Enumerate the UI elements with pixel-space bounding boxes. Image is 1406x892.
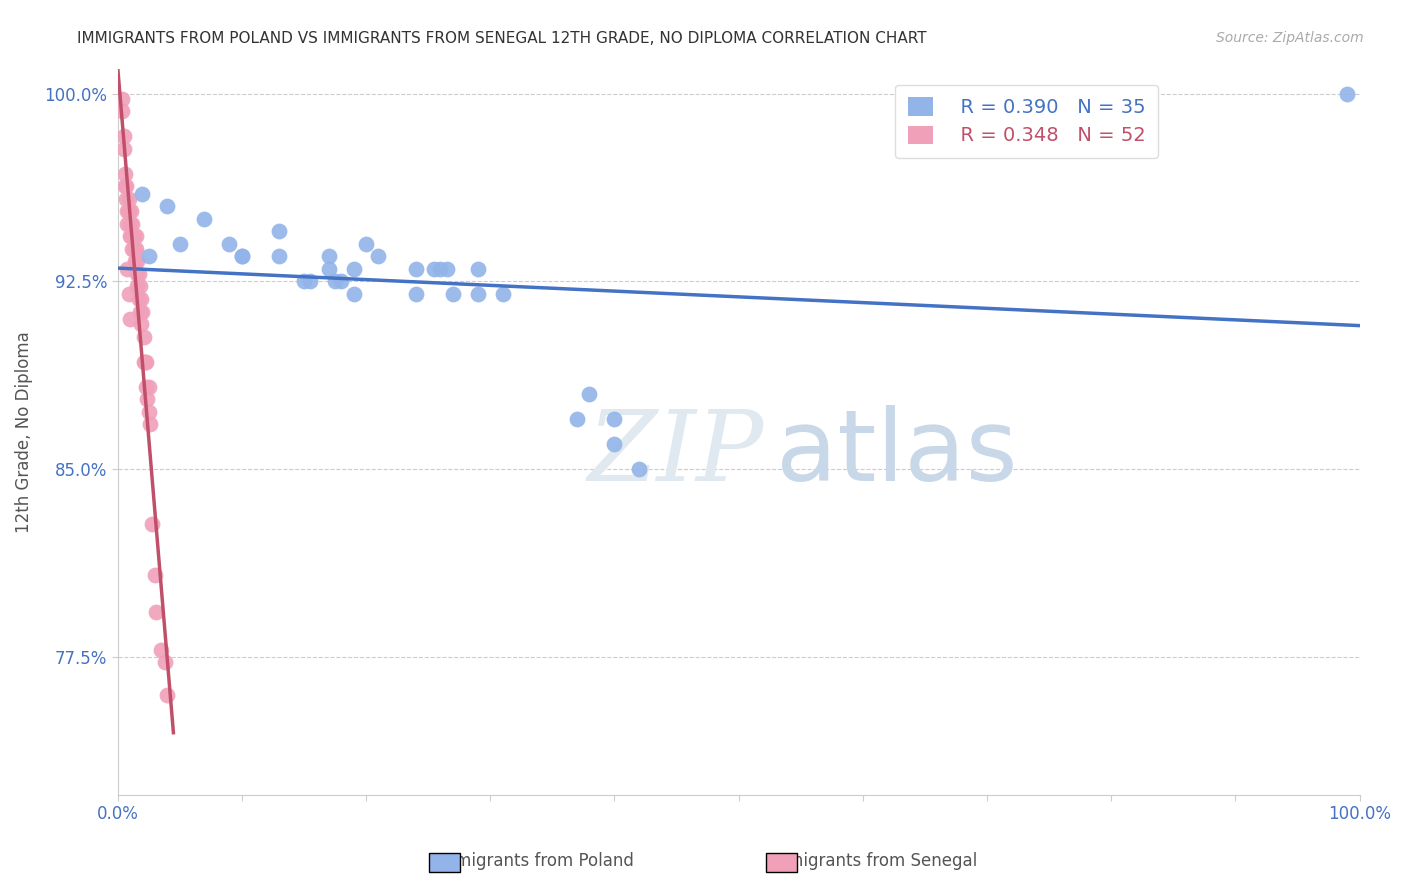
Point bbox=[128, 279, 150, 293]
Point bbox=[118, 312, 141, 326]
Point bbox=[128, 304, 150, 318]
Point bbox=[132, 329, 155, 343]
Point bbox=[145, 605, 167, 619]
Point bbox=[120, 229, 142, 244]
Point bbox=[135, 354, 157, 368]
Point bbox=[565, 412, 588, 426]
Point bbox=[131, 304, 153, 318]
Point bbox=[330, 275, 353, 289]
Point bbox=[467, 262, 489, 277]
Point bbox=[125, 242, 148, 256]
Point bbox=[118, 192, 141, 206]
Point bbox=[122, 242, 145, 256]
Text: Source: ZipAtlas.com: Source: ZipAtlas.com bbox=[1216, 31, 1364, 45]
Point bbox=[128, 267, 150, 281]
Point bbox=[129, 292, 152, 306]
Point bbox=[143, 567, 166, 582]
Point bbox=[120, 204, 142, 219]
Point bbox=[117, 217, 139, 231]
Point bbox=[405, 262, 427, 277]
Point bbox=[114, 167, 136, 181]
Point bbox=[114, 179, 136, 194]
Legend:   R = 0.390   N = 35,   R = 0.348   N = 52: R = 0.390 N = 35, R = 0.348 N = 52 bbox=[896, 85, 1159, 158]
Point bbox=[367, 249, 389, 263]
Point bbox=[1336, 87, 1358, 101]
Point bbox=[118, 287, 141, 301]
Point bbox=[127, 267, 149, 281]
Text: Immigrants from Senegal: Immigrants from Senegal bbox=[766, 852, 977, 870]
Point bbox=[628, 462, 651, 476]
Text: IMMIGRANTS FROM POLAND VS IMMIGRANTS FROM SENEGAL 12TH GRADE, NO DIPLOMA CORRELA: IMMIGRANTS FROM POLAND VS IMMIGRANTS FRO… bbox=[77, 31, 927, 46]
Point bbox=[115, 179, 138, 194]
Point bbox=[603, 412, 626, 426]
Point bbox=[138, 380, 160, 394]
Point bbox=[135, 380, 157, 394]
Point bbox=[267, 224, 290, 238]
Point bbox=[132, 354, 155, 368]
Point bbox=[323, 275, 346, 289]
Point bbox=[118, 217, 141, 231]
Point bbox=[156, 199, 179, 213]
Point bbox=[578, 387, 600, 401]
Point bbox=[138, 249, 160, 263]
Point bbox=[436, 262, 458, 277]
Point bbox=[138, 405, 160, 419]
Point bbox=[218, 236, 240, 251]
Point bbox=[112, 142, 135, 156]
Point bbox=[405, 287, 427, 301]
Point bbox=[134, 354, 156, 368]
Point bbox=[111, 92, 134, 106]
Point bbox=[117, 204, 139, 219]
Point bbox=[124, 242, 146, 256]
Point bbox=[111, 104, 134, 119]
Point bbox=[193, 211, 215, 226]
Point bbox=[231, 249, 253, 263]
Point bbox=[131, 186, 153, 201]
Point bbox=[125, 229, 148, 244]
Y-axis label: 12th Grade, No Diploma: 12th Grade, No Diploma bbox=[15, 331, 32, 533]
Point bbox=[354, 236, 377, 251]
Point bbox=[153, 655, 176, 669]
Point bbox=[121, 217, 143, 231]
Point bbox=[342, 287, 364, 301]
Point bbox=[603, 437, 626, 451]
Point bbox=[136, 392, 159, 407]
Point bbox=[121, 242, 143, 256]
Text: atlas: atlas bbox=[776, 405, 1018, 502]
Point bbox=[129, 317, 152, 331]
Text: Immigrants from Poland: Immigrants from Poland bbox=[434, 852, 634, 870]
Point bbox=[118, 229, 141, 244]
Point bbox=[118, 204, 141, 219]
Point bbox=[124, 254, 146, 268]
Point bbox=[441, 287, 464, 301]
Point bbox=[115, 192, 138, 206]
Point bbox=[292, 275, 315, 289]
Point bbox=[127, 279, 149, 293]
Point bbox=[342, 262, 364, 277]
Point bbox=[112, 129, 135, 144]
Point bbox=[423, 262, 446, 277]
Point bbox=[467, 287, 489, 301]
Point bbox=[267, 249, 290, 263]
Point bbox=[318, 262, 340, 277]
Point bbox=[128, 292, 150, 306]
Point bbox=[139, 417, 162, 432]
Point bbox=[141, 517, 163, 532]
Point bbox=[318, 249, 340, 263]
Text: ZIP: ZIP bbox=[588, 406, 763, 501]
Point bbox=[299, 275, 322, 289]
Point bbox=[122, 229, 145, 244]
Point bbox=[169, 236, 191, 251]
Point bbox=[429, 262, 451, 277]
Point bbox=[156, 688, 179, 702]
Point bbox=[127, 254, 149, 268]
Point bbox=[231, 249, 253, 263]
Point bbox=[150, 642, 173, 657]
Point bbox=[491, 287, 513, 301]
Point bbox=[117, 262, 139, 277]
